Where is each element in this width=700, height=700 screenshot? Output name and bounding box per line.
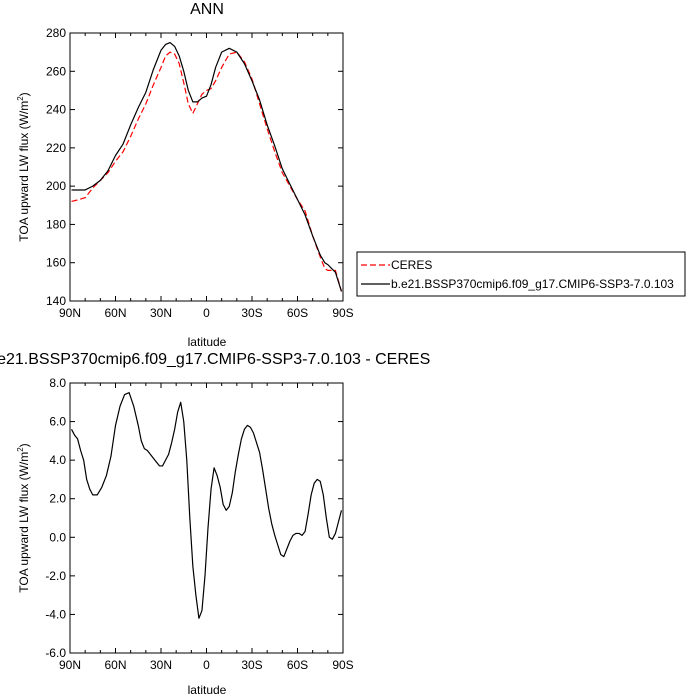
- x-tick-label: 0: [203, 306, 210, 320]
- x-tick-label: 60N: [104, 658, 126, 672]
- y-axis-label-difference: TOA upward LW flux (W/m2): [16, 443, 31, 592]
- plot-frame: [69, 32, 344, 302]
- legend-label-model: b.e21.BSSP370cmip6.f09_g17.CMIP6-SSP3-7.…: [391, 277, 674, 291]
- y-tick-label: -2.0: [45, 569, 66, 583]
- x-tick-label: 30S: [241, 306, 262, 320]
- x-tick-label: 0: [203, 658, 210, 672]
- x-tick-label: 30N: [150, 306, 172, 320]
- top-panel: ANN TOA upward LW flux (W/m2) latitude 9…: [16, 1, 354, 349]
- y-tick-label: 140: [46, 294, 66, 308]
- y-tick-label: 260: [46, 64, 66, 78]
- x-tick-label: 90N: [59, 658, 81, 672]
- y-tick-label: 220: [46, 141, 66, 155]
- series-line-0: [71, 51, 343, 292]
- x-tick-label: 90S: [332, 658, 353, 672]
- x-tick-label: 90N: [59, 306, 81, 320]
- bottom-panel: b.e21.BSSP370cmip6.f09_g17.CMIP6-SSP3-7.…: [0, 351, 430, 697]
- y-axis-label: TOA upward LW flux (W/m2): [16, 92, 31, 241]
- y-tick-label: 6.0: [49, 415, 66, 429]
- plot-frame-difference: [69, 382, 344, 654]
- x-axis-label-difference: latitude: [188, 683, 227, 697]
- y-tick-label: -6.0: [45, 646, 66, 660]
- y-tick-label: 240: [46, 103, 66, 117]
- y-tick-label: 280: [46, 26, 66, 40]
- legend-label-ceres: CERES: [391, 258, 432, 272]
- x-tick-label: 60N: [104, 306, 126, 320]
- y-tick-label: 4.0: [49, 453, 66, 467]
- chart-title: ANN: [190, 1, 224, 18]
- y-tick-label: 160: [46, 256, 66, 270]
- x-tick-label: 90S: [332, 306, 353, 320]
- x-axis-label: latitude: [188, 335, 227, 349]
- y-tick-label: 0.0: [49, 530, 66, 544]
- series-line-0: [70, 392, 343, 619]
- x-tick-label: 30S: [241, 658, 262, 672]
- x-tick-label: 60S: [287, 306, 308, 320]
- legend: CERES b.e21.BSSP370cmip6.f09_g17.CMIP6-S…: [356, 251, 686, 297]
- y-tick-label: -4.0: [45, 607, 66, 621]
- chart-title-difference: b.e21.BSSP370cmip6.f09_g17.CMIP6-SSP3-7.…: [0, 351, 430, 368]
- series-line-1: [71, 41, 343, 292]
- y-tick-label: 200: [46, 179, 66, 193]
- y-tick-label: 2.0: [49, 492, 66, 506]
- x-tick-label: 30N: [150, 658, 172, 672]
- y-tick-label: 8.0: [49, 376, 66, 390]
- legend-box: [356, 251, 686, 297]
- y-tick-label: 180: [46, 217, 66, 231]
- x-tick-label: 60S: [287, 658, 308, 672]
